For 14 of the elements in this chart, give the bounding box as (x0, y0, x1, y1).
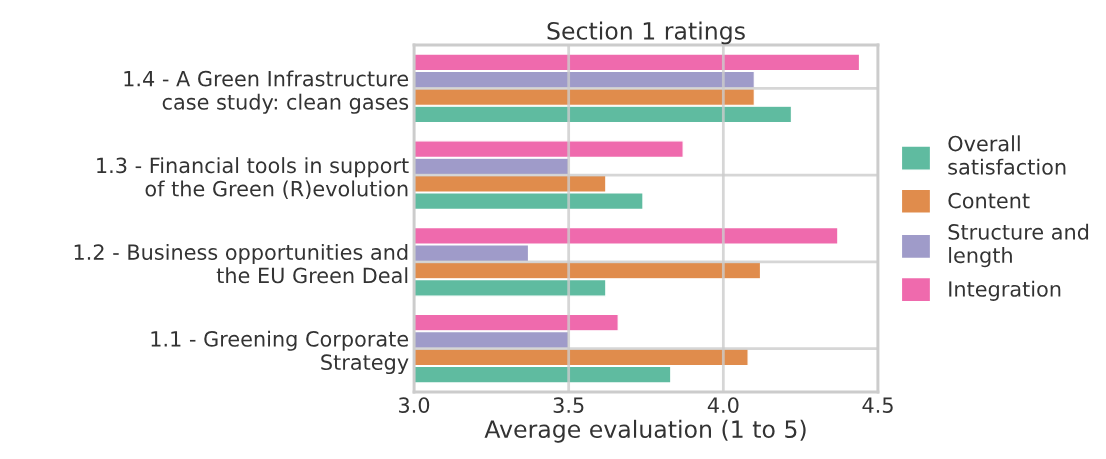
x-tick-label: 3.0 (399, 397, 430, 413)
x-tick-label: 4.5 (862, 397, 893, 413)
x-tick-label: 3.5 (553, 397, 584, 413)
x-tick-label: 4.0 (707, 397, 739, 413)
y-tick-label: 1.1 - Greening Corporate Strategy (151, 330, 409, 375)
y-tick-label: 1.2 - Business opportunities and the EU Green Deal (74, 243, 408, 284)
x-axis-title: Average evaluation (1 to 5) (484, 419, 806, 443)
y-tick-label: 1.4 - A Green Infrastructure case study: clean gases (124, 70, 409, 114)
legend-label: Structure and length (948, 223, 1089, 268)
chart-title: Section 1 ratings (547, 21, 745, 45)
legend-label: Integration (949, 280, 1061, 301)
legend-label: Content (948, 192, 1030, 209)
y-tick-label: 1.3 - Financial tools in support of the Green (R)evolution (97, 157, 409, 200)
legend-label: Overall satisfaction (948, 135, 1066, 175)
